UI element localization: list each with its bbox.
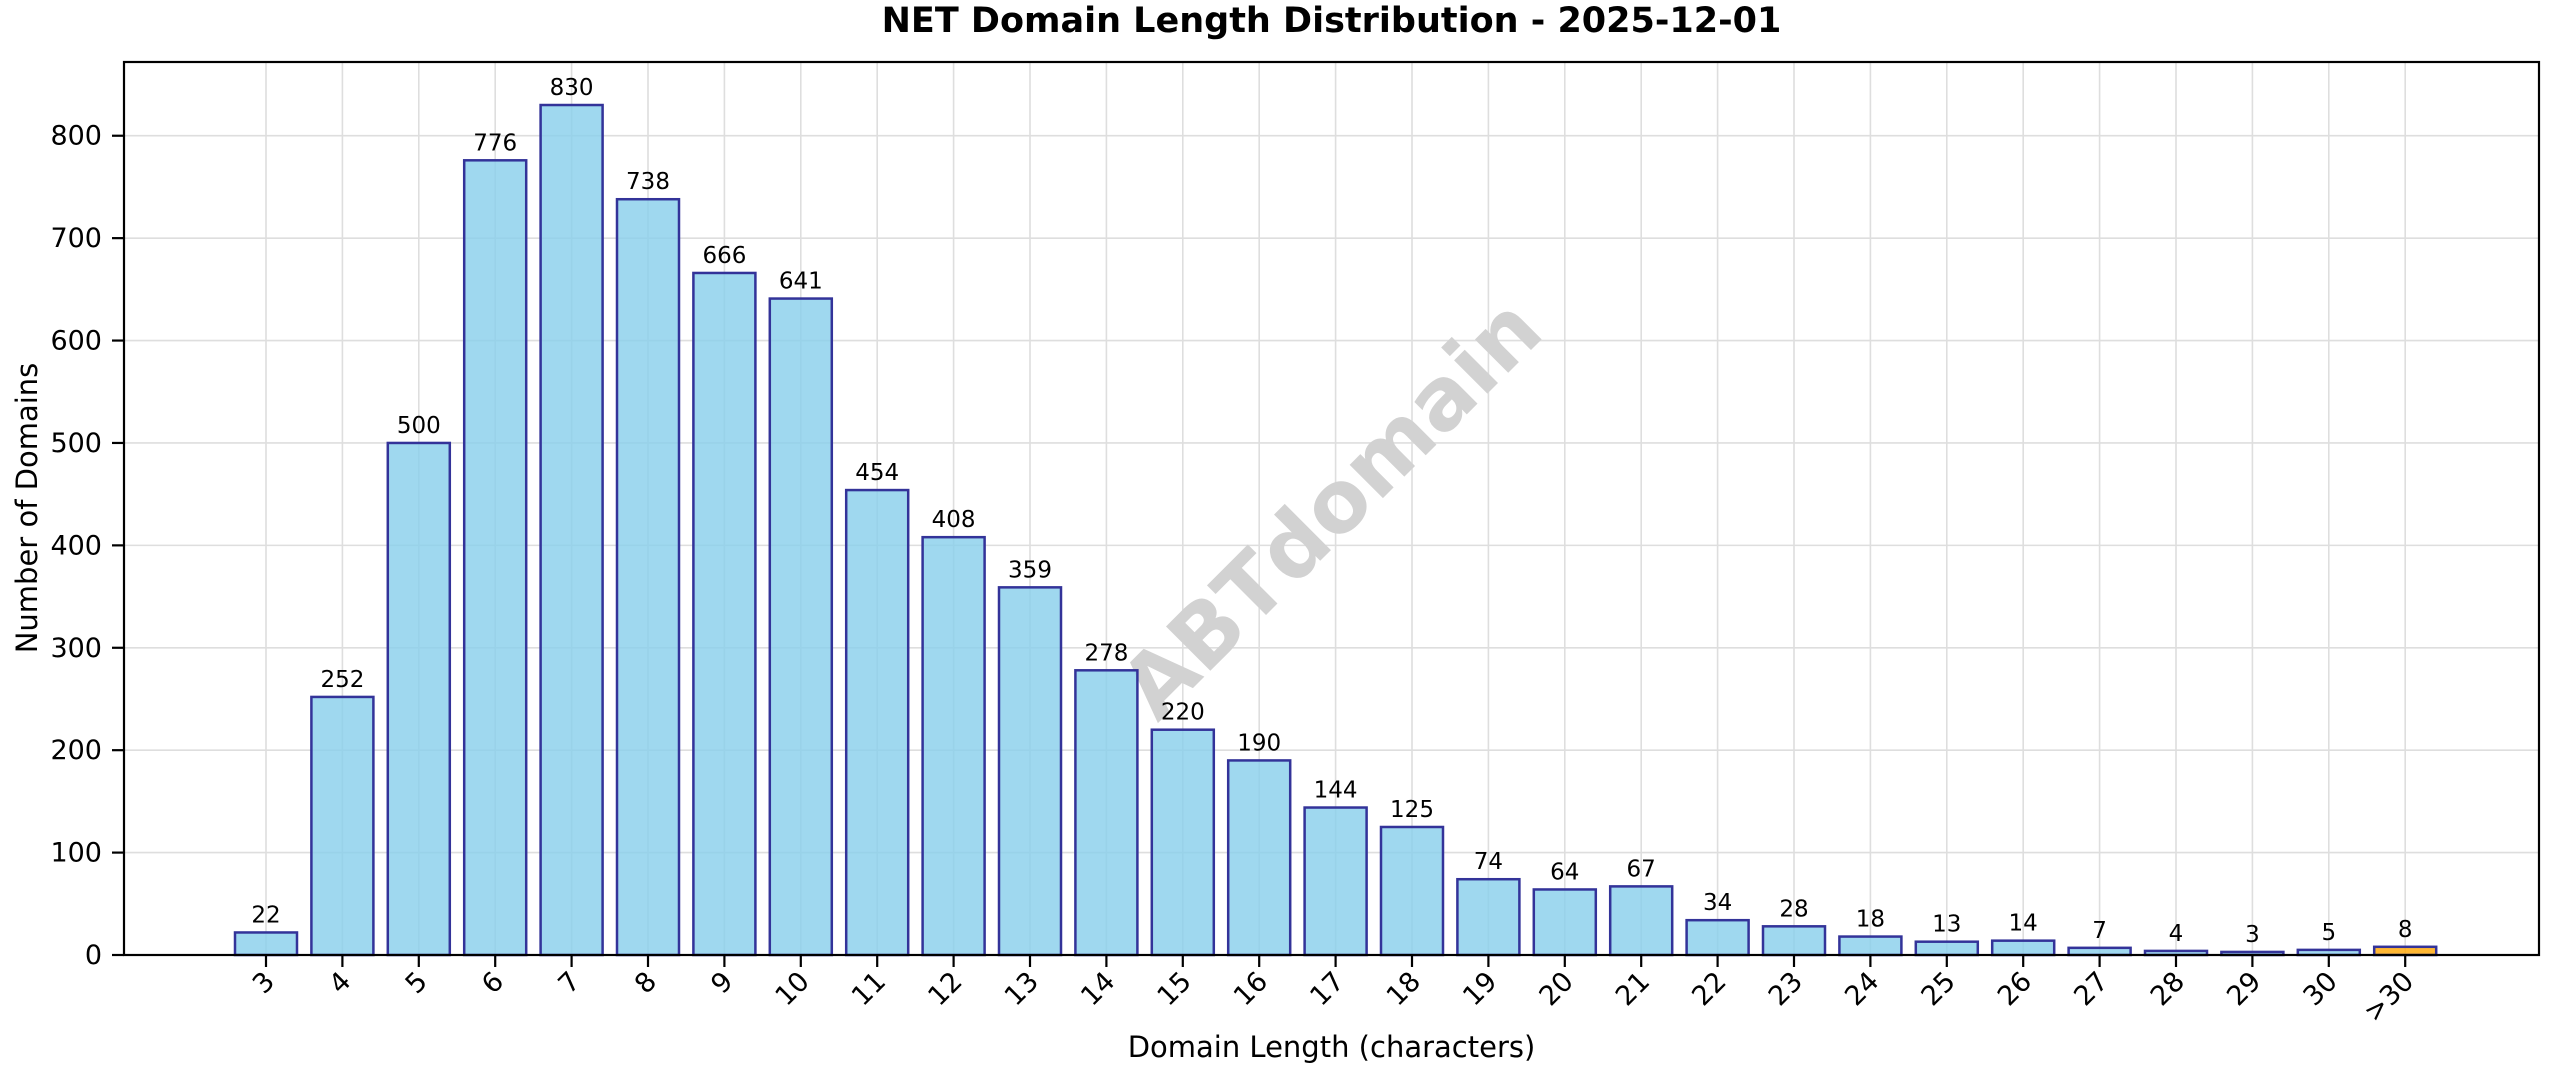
bar-value-label: 3 bbox=[2245, 922, 2260, 948]
bar-value-label: 7 bbox=[2092, 918, 2107, 944]
bar-5 bbox=[386, 441, 452, 957]
bar-value-label: 144 bbox=[1314, 778, 1358, 804]
bar-7 bbox=[539, 103, 604, 957]
x-tick-label: 25 bbox=[1916, 966, 1962, 1012]
x-tick-label: 13 bbox=[999, 966, 1045, 1012]
bar-value-label: 18 bbox=[1856, 907, 1885, 933]
bar-21 bbox=[1608, 885, 1674, 957]
bar-12 bbox=[921, 535, 986, 957]
y-tick-label: 500 bbox=[50, 428, 102, 459]
bar-value-label: 14 bbox=[2009, 911, 2038, 937]
x-tick-label: 19 bbox=[1457, 966, 1503, 1012]
y-tick-label: 100 bbox=[50, 838, 102, 869]
bar-value-label: 22 bbox=[251, 902, 280, 928]
bar-value-label: 190 bbox=[1237, 730, 1281, 756]
bar-15 bbox=[1150, 728, 1216, 957]
bar-26 bbox=[1990, 939, 2056, 957]
x-tick-label: 7 bbox=[552, 966, 586, 1000]
x-tick-label: 11 bbox=[846, 966, 892, 1012]
bar-value-label: 776 bbox=[473, 130, 517, 156]
x-tick-label: 30 bbox=[2298, 966, 2344, 1012]
bar-value-label: 5 bbox=[2321, 920, 2336, 946]
bar-9 bbox=[692, 271, 757, 957]
bar-value-label: 64 bbox=[1550, 859, 1579, 885]
watermark: ABTdomain bbox=[1102, 279, 1561, 738]
bar-3 bbox=[233, 931, 299, 957]
x-tick-label: 3 bbox=[247, 966, 281, 1000]
bar-value-label: 830 bbox=[550, 75, 594, 101]
x-tick-label: 12 bbox=[922, 966, 968, 1012]
bar-20 bbox=[1532, 888, 1598, 957]
x-tick-label: 16 bbox=[1228, 966, 1274, 1012]
bar-8 bbox=[615, 197, 681, 957]
bar-24 bbox=[1838, 935, 1903, 957]
bar-16 bbox=[1226, 759, 1292, 957]
x-tick-label: 18 bbox=[1381, 966, 1427, 1012]
x-tick-label: 21 bbox=[1610, 966, 1656, 1012]
x-tick-label: 10 bbox=[770, 966, 816, 1012]
bar-value-label: 500 bbox=[397, 413, 441, 439]
bar-10 bbox=[768, 297, 834, 957]
x-tick-label: 14 bbox=[1075, 966, 1121, 1012]
bar-6 bbox=[462, 159, 528, 957]
x-axis-label: Domain Length (characters) bbox=[1127, 1030, 1536, 1064]
x-tick-label: 4 bbox=[323, 966, 357, 1000]
x-tick-label: 26 bbox=[1992, 966, 2038, 1012]
x-tick-label: 28 bbox=[2145, 966, 2191, 1012]
y-tick-label: 400 bbox=[50, 530, 102, 561]
bar-value-label: 125 bbox=[1390, 797, 1434, 823]
bar-value-label: 74 bbox=[1474, 849, 1503, 875]
plot-border bbox=[122, 60, 2541, 957]
bar-value-label: 67 bbox=[1627, 856, 1656, 882]
bar-value-label: 252 bbox=[320, 667, 364, 693]
bar-value-label: 28 bbox=[1779, 896, 1808, 922]
bar-11 bbox=[844, 488, 910, 957]
bar-value-label: 359 bbox=[1008, 557, 1052, 583]
x-tick-label: 8 bbox=[629, 966, 663, 1000]
bar-value-label: 666 bbox=[702, 243, 746, 269]
x-tick-label: 20 bbox=[1534, 966, 1580, 1012]
bar-22 bbox=[1685, 918, 1750, 957]
x-tick-label: 24 bbox=[1839, 966, 1885, 1012]
x-tick-label: 17 bbox=[1304, 966, 1350, 1012]
bar-value-label: 8 bbox=[2398, 917, 2413, 943]
x-tick-label: 5 bbox=[400, 966, 434, 1000]
bar-19 bbox=[1456, 877, 1521, 957]
x-tick-label: >30 bbox=[2358, 966, 2420, 1028]
x-tick-label: 29 bbox=[2221, 966, 2267, 1012]
bar-value-label: 641 bbox=[779, 269, 823, 295]
y-tick-label: 0 bbox=[85, 940, 102, 971]
x-tick-label: 6 bbox=[476, 966, 510, 1000]
x-tick-label: 27 bbox=[2068, 966, 2114, 1012]
bar-14 bbox=[1074, 669, 1139, 957]
x-tick-label: 23 bbox=[1763, 966, 1809, 1012]
bar-25 bbox=[1914, 940, 1980, 957]
bar->30 bbox=[2372, 945, 2438, 957]
y-tick-label: 200 bbox=[50, 735, 102, 766]
x-tick-label: 15 bbox=[1152, 966, 1198, 1012]
bar-value-label: 34 bbox=[1703, 890, 1732, 916]
bar-value-label: 408 bbox=[932, 507, 976, 533]
bar-value-label: 4 bbox=[2169, 921, 2184, 947]
bar-18 bbox=[1379, 825, 1445, 957]
bar-17 bbox=[1303, 806, 1368, 957]
x-tick-label: 22 bbox=[1686, 966, 1732, 1012]
y-tick-label: 800 bbox=[50, 121, 102, 152]
y-tick-label: 700 bbox=[50, 223, 102, 254]
bar-4 bbox=[310, 695, 375, 957]
bar-value-label: 454 bbox=[855, 460, 899, 486]
x-tick-label: 9 bbox=[705, 966, 739, 1000]
bar-value-label: 738 bbox=[626, 169, 670, 195]
bar-13 bbox=[997, 586, 1063, 957]
y-tick-label: 300 bbox=[50, 633, 102, 664]
bar-value-label: 278 bbox=[1084, 640, 1128, 666]
bar-value-label: 220 bbox=[1161, 700, 1205, 726]
chart-title: NET Domain Length Distribution - 2025-12… bbox=[881, 1, 1782, 41]
bar-value-label: 13 bbox=[1932, 912, 1961, 938]
y-tick-label: 600 bbox=[50, 326, 102, 357]
bar-23 bbox=[1761, 925, 1827, 957]
